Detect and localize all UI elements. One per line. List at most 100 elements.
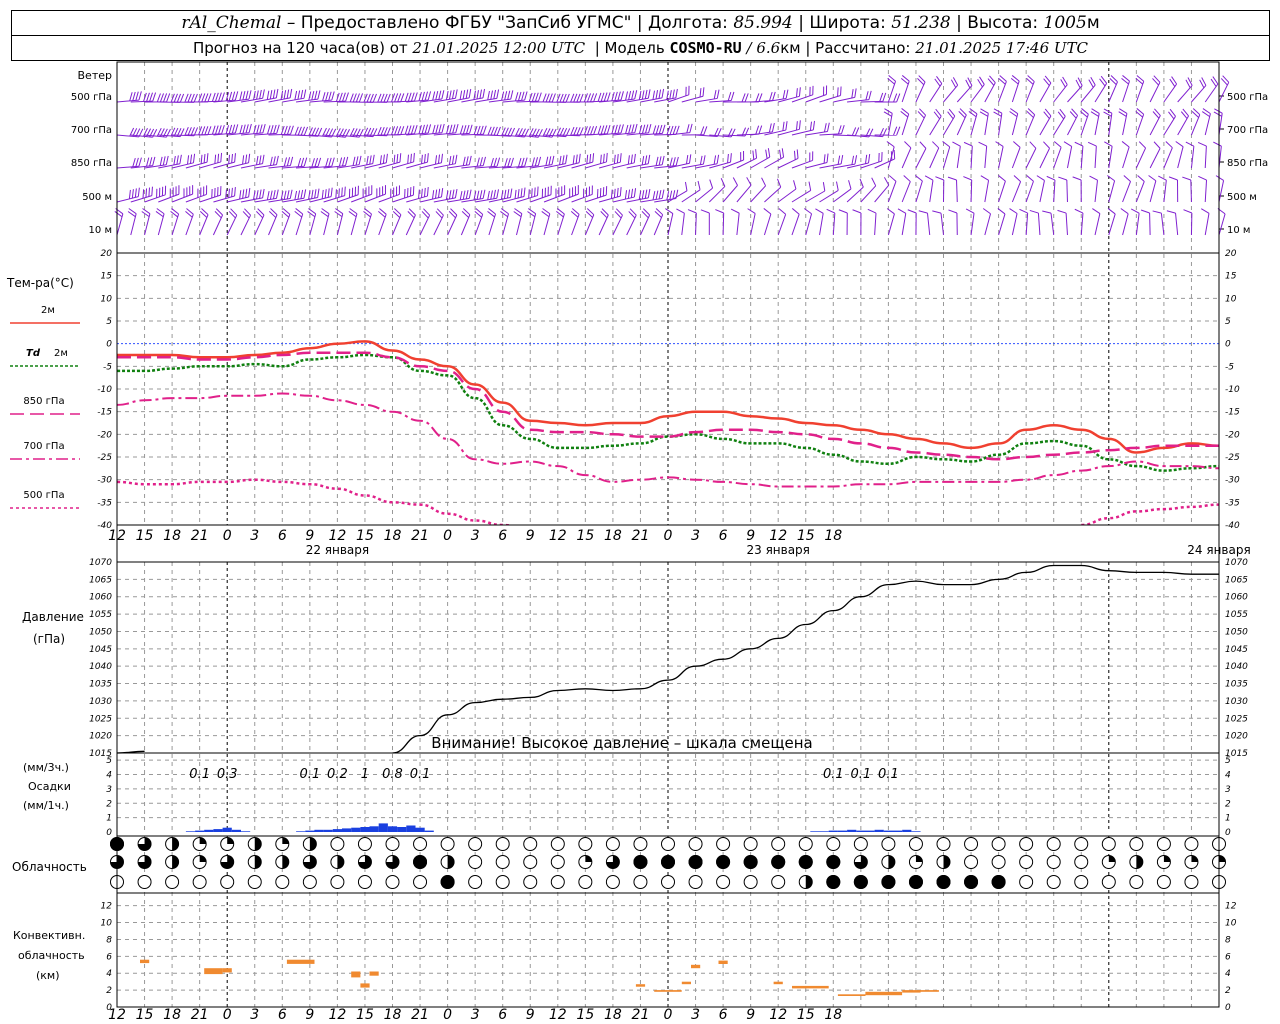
wind-barb-feather [427, 91, 432, 101]
wind-barb-feather [987, 78, 995, 86]
wind-barb-feather [979, 111, 989, 117]
wind-barb [1066, 179, 1068, 203]
wind-barb [860, 134, 883, 138]
wind-barb-feather [888, 75, 896, 82]
wind-barb-feather [798, 120, 801, 130]
wind-barb-feather [570, 126, 575, 136]
conv-bar [920, 990, 939, 992]
wind-barb-feather [661, 124, 666, 134]
wind-barb-feather [114, 211, 123, 218]
wind-barb-feather [450, 208, 458, 216]
wind-barb [1135, 147, 1147, 169]
model-label: Модель [604, 39, 665, 57]
wind-barb-feather [286, 89, 290, 99]
temp-tick-right: 10 [1225, 294, 1237, 304]
lat-label: Широта: [809, 13, 886, 33]
press-title: Давление [22, 610, 84, 624]
wind-barb [144, 164, 167, 169]
wind-barb [695, 134, 718, 137]
wind-barb [1025, 114, 1036, 136]
wind-barb [943, 146, 951, 169]
wind-barb-feather [998, 175, 1006, 182]
wind-barb-feather [600, 92, 605, 102]
model-res: / 6.6 [746, 39, 781, 57]
time-tick-bottom: 15 [136, 1007, 154, 1023]
wind-barb-feather [459, 191, 463, 201]
model-name: COSMO-RU [669, 39, 742, 57]
wind-barb-feather [259, 124, 263, 134]
wind-barb-feather [655, 190, 659, 200]
wind-barb [268, 214, 278, 236]
conv-tick-right: 12 [1225, 902, 1237, 912]
wind-barb [940, 213, 944, 236]
precip-bar [883, 830, 893, 832]
wind-barb-feather [1109, 78, 1117, 85]
wind-barb-feather [551, 155, 555, 165]
wind-barb [1122, 213, 1129, 236]
wind-barb-feather [201, 126, 206, 135]
cloud-fill-part [172, 855, 179, 869]
wind-barb-feather [207, 93, 212, 103]
wind-barb [461, 133, 484, 136]
wind-barb-feather [363, 93, 368, 103]
wind-barb [419, 132, 442, 136]
wind-barb-feather [865, 91, 869, 101]
wind-barb-feather [496, 157, 501, 167]
wind-barb-feather [338, 157, 343, 167]
wind-barb-feather [394, 208, 402, 216]
wind-barb-feather [506, 189, 510, 199]
wind-barb-feather [1135, 77, 1144, 85]
wind-barb-feather [303, 89, 307, 99]
wind-barb-feather [1026, 110, 1034, 118]
cloud-symbol [605, 875, 620, 889]
press-tick-left: 1050 [89, 627, 112, 637]
cloud-fill-full [853, 875, 868, 889]
wind-barb-feather [372, 154, 375, 164]
day-label: 22 января [306, 543, 369, 557]
wind-barb-feather [1201, 77, 1207, 86]
wind-barb [970, 213, 975, 236]
time-tick-bottom: 3 [471, 1007, 480, 1023]
wind-barb-feather [468, 155, 472, 165]
conv-title: Конвективн. [13, 929, 85, 942]
wind-barb-feather [979, 76, 985, 85]
press-tick-left: 1045 [89, 645, 112, 655]
wind-barb [750, 185, 766, 203]
wind-barb-feather [473, 90, 476, 100]
wind-barb-feather [900, 77, 909, 85]
wind-barb [654, 165, 677, 169]
wind-barb-feather [1192, 108, 1201, 116]
wind-barb-feather [1029, 141, 1037, 149]
wind-barb-feather [1121, 77, 1129, 85]
temp-tick-left: -10 [97, 385, 112, 395]
wind-barb-feather [435, 211, 443, 219]
wind-barb-feather [627, 189, 631, 199]
wind-barb-feather [504, 158, 508, 168]
lon-label: Долгота: [647, 13, 728, 33]
cloud-symbol [550, 855, 565, 869]
wind-barb [571, 214, 580, 236]
wind-barb-feather [242, 91, 246, 101]
wind-barb-feather [129, 127, 135, 137]
wind-barb [626, 163, 649, 169]
wind-barb-feather [669, 157, 673, 167]
wind-barb [598, 214, 609, 236]
wind-barb-feather [741, 93, 746, 103]
wind-barb-feather [311, 189, 314, 199]
wind-barb-feather [308, 91, 312, 101]
wind-barb-feather [286, 125, 291, 135]
day-label: 23 января [746, 543, 809, 557]
wind-barb-feather [865, 154, 868, 164]
press-tick-right: 1020 [1225, 732, 1248, 742]
wind-barb-feather [1009, 111, 1018, 118]
wind-barb-feather [438, 90, 442, 100]
wind-barb [887, 113, 893, 136]
wind-barb-feather [214, 125, 219, 135]
press-tick-left: 1065 [89, 575, 112, 585]
wind-barb-feather [1010, 108, 1019, 115]
wind-barb-feather [1168, 111, 1175, 120]
cloud-symbol [550, 875, 565, 889]
wind-barb-feather [266, 191, 270, 201]
wind-barb [598, 195, 621, 203]
wind-barb-feather [528, 189, 530, 199]
